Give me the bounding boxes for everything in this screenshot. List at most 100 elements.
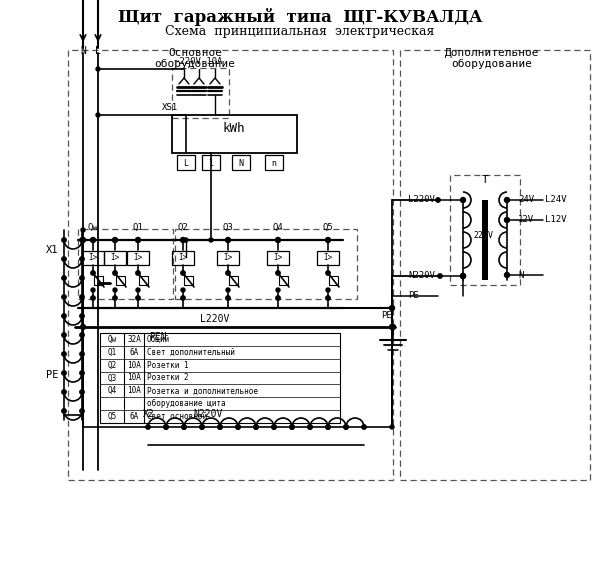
Text: Основное: Основное — [168, 48, 222, 58]
Text: Q5: Q5 — [323, 223, 334, 232]
Circle shape — [80, 371, 84, 375]
Circle shape — [113, 288, 117, 292]
Circle shape — [226, 296, 230, 300]
Circle shape — [461, 197, 466, 202]
Circle shape — [184, 238, 188, 242]
Text: L220V: L220V — [200, 314, 230, 324]
Text: Розетки 1: Розетки 1 — [147, 361, 188, 370]
Bar — [94, 276, 103, 285]
Text: Розетка и дополнительное: Розетка и дополнительное — [147, 386, 258, 396]
Text: 6A: 6A — [130, 348, 139, 356]
Circle shape — [505, 197, 509, 202]
Text: T: T — [482, 175, 488, 185]
Circle shape — [438, 274, 442, 278]
Circle shape — [389, 324, 395, 329]
Text: I>: I> — [178, 254, 188, 263]
Bar — [329, 276, 338, 285]
Circle shape — [181, 288, 185, 292]
Circle shape — [113, 237, 118, 243]
Text: оборудование: оборудование — [452, 59, 533, 69]
Bar — [217, 251, 239, 265]
Bar — [317, 251, 339, 265]
Circle shape — [80, 237, 86, 243]
Text: 32A: 32A — [127, 335, 141, 344]
Bar — [104, 251, 126, 265]
Circle shape — [344, 425, 348, 429]
Circle shape — [113, 296, 117, 300]
Bar — [172, 251, 194, 265]
Text: Qw: Qw — [88, 223, 98, 232]
Bar — [139, 276, 148, 285]
Bar — [172, 115, 297, 153]
Bar — [482, 200, 488, 280]
Text: L: L — [184, 159, 188, 167]
Circle shape — [226, 271, 230, 275]
Bar — [265, 155, 283, 170]
Circle shape — [62, 352, 66, 356]
Circle shape — [80, 409, 84, 413]
Circle shape — [91, 237, 95, 243]
Circle shape — [461, 274, 466, 278]
Circle shape — [81, 228, 85, 232]
Circle shape — [308, 425, 312, 429]
Text: L24V: L24V — [545, 196, 566, 205]
Text: I>: I> — [133, 254, 143, 263]
Circle shape — [164, 425, 168, 429]
Circle shape — [272, 425, 276, 429]
Circle shape — [326, 425, 330, 429]
Circle shape — [80, 352, 84, 356]
Circle shape — [62, 409, 66, 413]
Text: Свет дополнительный: Свет дополнительный — [147, 348, 235, 356]
Text: Q2: Q2 — [178, 223, 188, 232]
Text: kWh: kWh — [223, 122, 245, 136]
Text: Свет основной: Свет основной — [147, 412, 207, 421]
Circle shape — [505, 217, 509, 223]
Circle shape — [226, 237, 230, 243]
Circle shape — [136, 288, 140, 292]
Text: 24V: 24V — [518, 196, 534, 205]
Circle shape — [62, 314, 66, 318]
Bar — [267, 251, 289, 265]
Circle shape — [254, 425, 258, 429]
Text: Q2: Q2 — [107, 361, 116, 370]
Circle shape — [218, 425, 222, 429]
Text: Q1: Q1 — [133, 223, 143, 232]
Circle shape — [91, 288, 95, 292]
Circle shape — [200, 425, 204, 429]
Circle shape — [276, 288, 280, 292]
Circle shape — [344, 425, 348, 429]
Bar — [400, 50, 590, 480]
Circle shape — [308, 425, 312, 429]
Text: N220V: N220V — [193, 409, 223, 419]
Text: I>: I> — [274, 254, 283, 263]
Text: ~220V 10A: ~220V 10A — [174, 58, 223, 67]
Bar — [116, 276, 125, 285]
Text: PEN: PEN — [149, 332, 167, 342]
Bar — [450, 175, 520, 285]
Circle shape — [113, 271, 117, 275]
Circle shape — [389, 305, 395, 310]
Circle shape — [272, 425, 276, 429]
Circle shape — [275, 237, 281, 243]
Text: I>: I> — [110, 254, 119, 263]
Circle shape — [62, 295, 66, 299]
Circle shape — [226, 288, 230, 292]
Circle shape — [91, 271, 95, 275]
Circle shape — [209, 238, 213, 242]
Text: N: N — [80, 46, 86, 56]
Text: 220V: 220V — [473, 231, 493, 240]
Circle shape — [96, 67, 100, 71]
Text: Общий: Общий — [147, 335, 170, 344]
Circle shape — [164, 425, 168, 429]
Circle shape — [181, 296, 185, 300]
Bar — [229, 276, 238, 285]
Text: 6A: 6A — [130, 412, 139, 421]
Bar — [177, 155, 195, 170]
Circle shape — [391, 324, 395, 329]
Text: l: l — [209, 159, 214, 167]
Bar — [279, 276, 288, 285]
Text: N: N — [518, 270, 523, 279]
Circle shape — [181, 271, 185, 275]
Text: PE: PE — [408, 292, 419, 301]
Circle shape — [182, 425, 186, 429]
